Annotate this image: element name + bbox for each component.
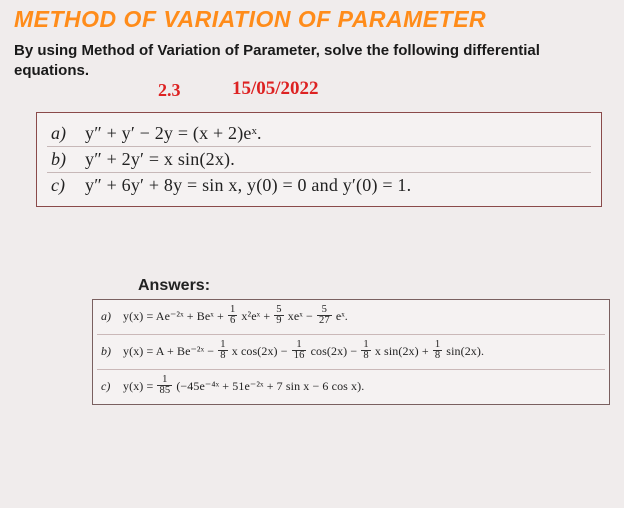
- answer-row: b) y(x) = A + Be⁻²ˣ − 18 x cos(2x) − 116…: [93, 335, 609, 369]
- answer-text: eˣ.: [336, 308, 348, 322]
- fraction: 59: [274, 305, 283, 327]
- problem-row: a) y″ + y′ − 2y = (x + 2)eˣ.: [41, 121, 597, 146]
- fraction: 185: [157, 375, 172, 397]
- answers-heading: Answers:: [138, 277, 624, 295]
- fraction: 527: [317, 305, 332, 327]
- problem-label: a): [51, 123, 85, 144]
- answer-equation: y(x) = Ae⁻²ˣ + Beˣ + 16 x²eˣ + 59 xeˣ − …: [123, 306, 348, 328]
- answer-text: xeˣ −: [288, 308, 316, 322]
- fraction: 18: [361, 340, 370, 362]
- fraction: 116: [292, 340, 307, 362]
- problem-equation: y″ + y′ − 2y = (x + 2)eˣ.: [85, 123, 262, 144]
- handwritten-date: 15/05/2022: [232, 78, 319, 100]
- answer-label: c): [101, 379, 123, 394]
- answer-text: sin(2x).: [446, 343, 484, 357]
- instruction-text: By using Method of Variation of Paramete…: [0, 37, 624, 84]
- page-title: METHOD OF VARIATION OF PARAMETER: [0, 0, 624, 37]
- answer-equation: y(x) = 185 (−45e⁻⁴ˣ + 51e⁻²ˣ + 7 sin x −…: [123, 376, 364, 398]
- answer-text: y(x) =: [123, 379, 156, 393]
- problem-row: b) y″ + 2y′ = x sin(2x).: [41, 147, 597, 172]
- answer-text: y(x) = Ae⁻²ˣ + Beˣ +: [123, 308, 227, 322]
- answer-text: x cos(2x) −: [232, 343, 291, 357]
- answer-label: a): [101, 309, 123, 324]
- answer-row: c) y(x) = 185 (−45e⁻⁴ˣ + 51e⁻²ˣ + 7 sin …: [93, 370, 609, 404]
- problem-label: c): [51, 175, 85, 196]
- problem-label: b): [51, 149, 85, 170]
- fraction: 18: [218, 340, 227, 362]
- problem-row: c) y″ + 6y′ + 8y = sin x, y(0) = 0 and y…: [41, 173, 597, 198]
- answer-row: a) y(x) = Ae⁻²ˣ + Beˣ + 16 x²eˣ + 59 xeˣ…: [93, 300, 609, 334]
- problem-equation: y″ + 6y′ + 8y = sin x, y(0) = 0 and y′(0…: [85, 175, 411, 196]
- answer-text: y(x) = A + Be⁻²ˣ −: [123, 343, 217, 357]
- answer-label: b): [101, 344, 123, 359]
- problems-box: a) y″ + y′ − 2y = (x + 2)eˣ. b) y″ + 2y′…: [36, 112, 602, 207]
- handwritten-section: 2.3: [158, 80, 181, 101]
- answer-equation: y(x) = A + Be⁻²ˣ − 18 x cos(2x) − 116 co…: [123, 341, 484, 363]
- answer-text: cos(2x) −: [311, 343, 361, 357]
- answer-text: x sin(2x) +: [375, 343, 432, 357]
- answers-box: a) y(x) = Ae⁻²ˣ + Beˣ + 16 x²eˣ + 59 xeˣ…: [92, 299, 610, 405]
- answer-text: (−45e⁻⁴ˣ + 51e⁻²ˣ + 7 sin x − 6 cos x).: [176, 379, 364, 393]
- problem-equation: y″ + 2y′ = x sin(2x).: [85, 149, 235, 170]
- answer-text: x²eˣ +: [241, 308, 273, 322]
- fraction: 16: [228, 305, 237, 327]
- fraction: 18: [433, 340, 442, 362]
